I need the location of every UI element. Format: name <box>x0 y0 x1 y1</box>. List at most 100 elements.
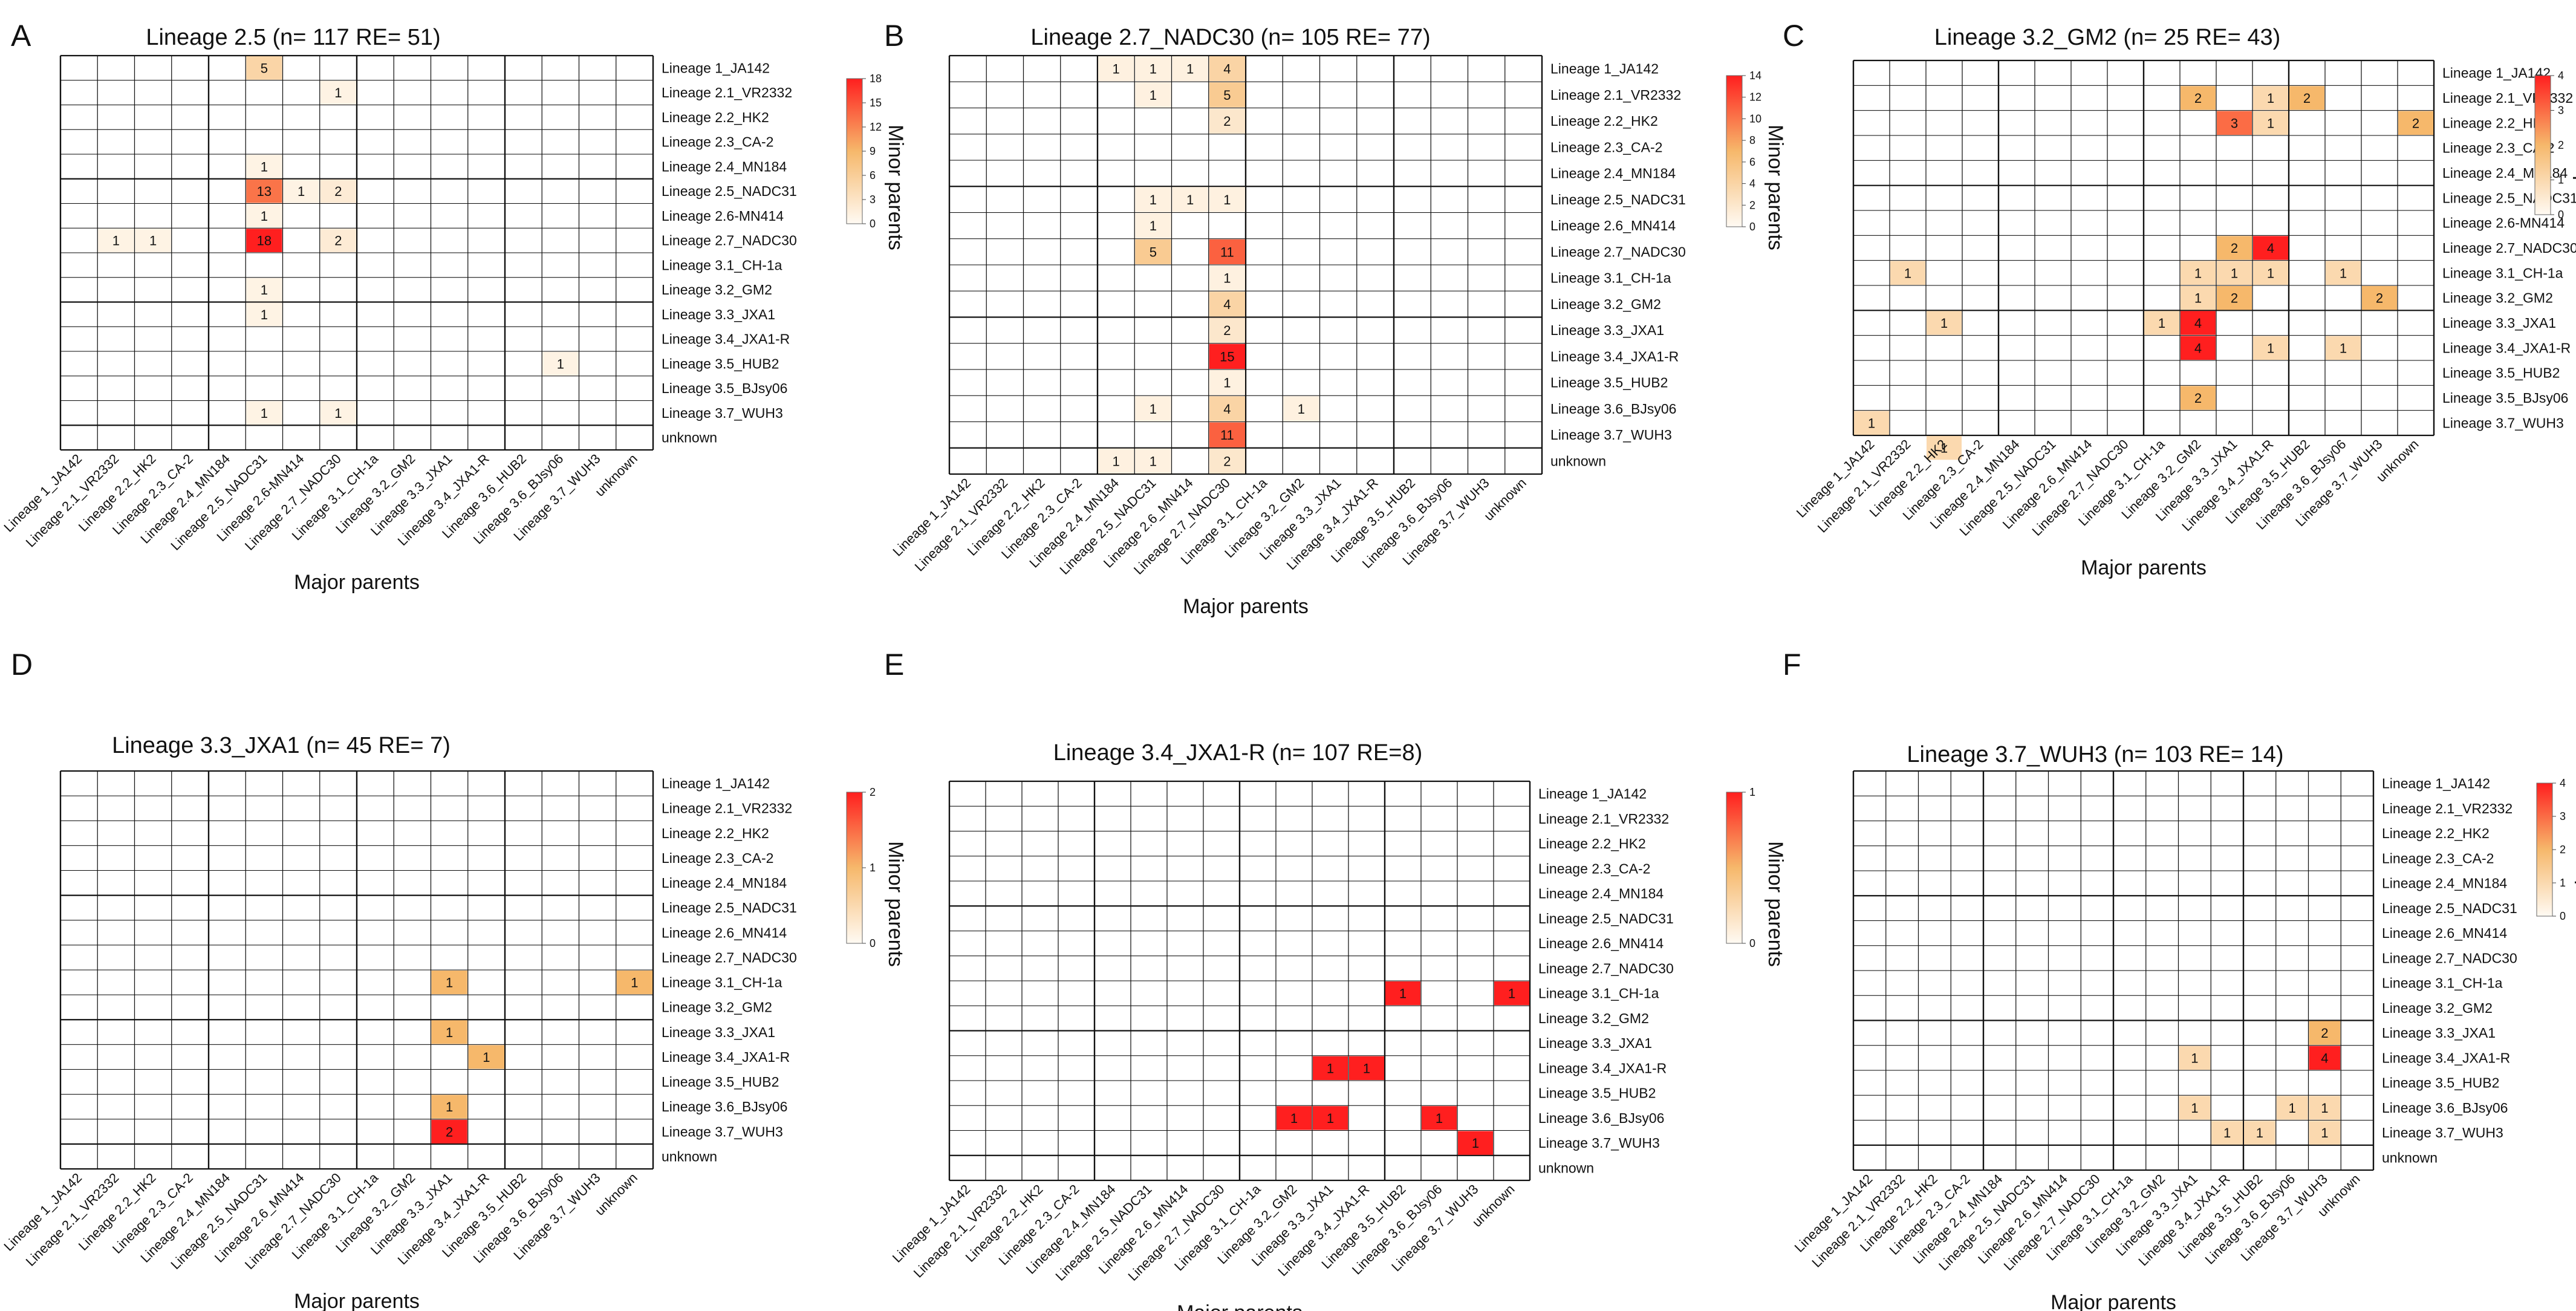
heatmap-empty-cell <box>504 154 542 180</box>
heatmap-empty-cell <box>1166 980 1204 1006</box>
heatmap-empty-cell <box>1885 895 1919 922</box>
heatmap-empty-cell <box>2047 920 2081 946</box>
heatmap-empty-cell <box>245 351 284 377</box>
heatmap-empty-cell <box>1504 447 1543 475</box>
heatmap-cell-label: 2 <box>334 184 342 199</box>
heatmap-empty-cell <box>356 104 394 130</box>
heatmap-empty-cell <box>1171 212 1209 239</box>
heatmap-empty-cell <box>541 1019 580 1045</box>
heatmap-empty-cell <box>2143 410 2181 436</box>
heatmap-cell <box>616 971 652 995</box>
heatmap-empty-cell <box>578 55 617 81</box>
heatmap-empty-cell <box>2047 970 2081 996</box>
heatmap-empty-cell <box>1356 212 1394 239</box>
heatmap-empty-cell <box>1393 186 1431 213</box>
heatmap-empty-cell <box>430 203 469 229</box>
heatmap-empty-cell <box>1430 107 1469 135</box>
heatmap-empty-cell <box>1885 1020 1919 1046</box>
heatmap-empty-cell <box>504 770 542 796</box>
heatmap-empty-cell <box>171 104 209 130</box>
heatmap-empty-cell <box>1023 421 1061 449</box>
heatmap-empty-cell <box>1457 905 1494 932</box>
heatmap-empty-cell <box>1021 955 1059 981</box>
heatmap-empty-cell <box>2107 360 2144 386</box>
heatmap-empty-cell <box>245 820 284 846</box>
heatmap-empty-cell <box>1166 1055 1204 1081</box>
heatmap-empty-cell <box>949 81 987 109</box>
heatmap-empty-cell <box>949 421 987 449</box>
heatmap-empty-cell <box>2288 285 2326 311</box>
heatmap-empty-cell <box>208 252 246 278</box>
y-tick-label: Lineage 2.6-MN414 <box>662 208 784 224</box>
heatmap-empty-cell <box>1925 60 1963 86</box>
heatmap-empty-cell <box>356 326 394 352</box>
heatmap-empty-cell <box>97 1044 135 1070</box>
heatmap-cell-label: 1 <box>557 356 564 371</box>
heatmap-empty-cell <box>393 203 432 229</box>
heatmap-empty-cell <box>2216 335 2253 361</box>
heatmap-empty-cell <box>282 920 320 946</box>
heatmap-empty-cell <box>1319 55 1358 82</box>
heatmap-empty-cell <box>393 227 432 253</box>
heatmap-empty-cell <box>616 1044 654 1070</box>
heatmap-empty-cell <box>1312 980 1349 1006</box>
heatmap-empty-cell <box>1166 805 1204 832</box>
heatmap-empty-cell <box>2361 60 2398 86</box>
heatmap-empty-cell <box>2340 820 2374 847</box>
heatmap-empty-cell <box>1983 770 2017 796</box>
heatmap-empty-cell <box>2047 870 2081 896</box>
heatmap-empty-cell <box>1348 880 1385 906</box>
heatmap-cell <box>1209 239 1245 264</box>
heatmap-empty-cell <box>319 351 357 377</box>
y-tick-label: Lineage 3.5_HUB2 <box>662 1074 779 1090</box>
heatmap-empty-cell <box>2113 995 2147 1021</box>
heatmap-empty-cell <box>1493 1005 1530 1032</box>
heatmap-empty-cell <box>1312 955 1349 981</box>
heatmap-empty-cell <box>1130 1155 1168 1181</box>
heatmap-empty-cell <box>1356 343 1394 370</box>
heatmap-empty-cell <box>1493 1055 1530 1081</box>
heatmap-empty-cell <box>393 945 432 971</box>
heatmap-empty-cell <box>282 1143 320 1169</box>
heatmap-empty-cell <box>1171 316 1209 344</box>
heatmap-empty-cell <box>393 104 432 130</box>
heatmap-empty-cell <box>2145 845 2179 871</box>
heatmap-panel-b: B Lineage 2.7_NADC30 (n= 105 RE= 77)1 1 1 41… <box>884 19 1787 618</box>
heatmap-empty-cell <box>504 795 542 821</box>
heatmap-empty-cell <box>2340 920 2374 946</box>
colorbar-tick-label: 0 <box>1749 221 1755 233</box>
heatmap-empty-cell <box>541 845 580 871</box>
heatmap-empty-cell <box>1853 185 1890 211</box>
panel-letter: E <box>884 648 904 682</box>
heatmap-empty-cell <box>245 969 284 995</box>
heatmap-empty-cell <box>1058 1005 1095 1032</box>
heatmap-empty-cell <box>1998 85 2035 111</box>
heatmap-empty-cell <box>467 969 506 995</box>
heatmap-empty-cell <box>504 1119 542 1145</box>
heatmap-empty-cell <box>1430 395 1469 423</box>
heatmap-empty-cell <box>171 80 209 106</box>
y-tick-label: Lineage 3.6_BJsy06 <box>1550 401 1676 417</box>
heatmap-empty-cell <box>1319 316 1358 344</box>
heatmap-empty-cell <box>2397 60 2435 86</box>
heatmap-empty-cell <box>1504 212 1543 239</box>
heatmap-empty-cell <box>504 895 542 921</box>
heatmap-empty-cell <box>1097 81 1135 109</box>
heatmap-empty-cell <box>171 795 209 821</box>
heatmap-empty-cell <box>1889 360 1927 386</box>
heatmap-empty-cell <box>2113 1119 2147 1146</box>
heatmap-cell-label: 1 <box>1327 1061 1334 1076</box>
heatmap-empty-cell <box>208 277 246 303</box>
heatmap-empty-cell <box>1348 980 1385 1006</box>
heatmap-empty-cell <box>134 945 172 971</box>
heatmap-empty-cell <box>1983 945 2017 971</box>
y-tick-label: Lineage 2.1_VR2332 <box>1550 87 1681 103</box>
colorbar-tick-label: 2 <box>870 786 876 798</box>
heatmap-empty-cell <box>1058 1080 1095 1106</box>
heatmap-empty-cell <box>616 845 654 871</box>
heatmap-empty-cell <box>467 795 506 821</box>
heatmap-empty-cell <box>393 400 432 426</box>
heatmap-cell-label: 2 <box>2231 291 2238 306</box>
heatmap-empty-cell <box>578 845 617 871</box>
heatmap-empty-cell <box>1853 135 1890 161</box>
